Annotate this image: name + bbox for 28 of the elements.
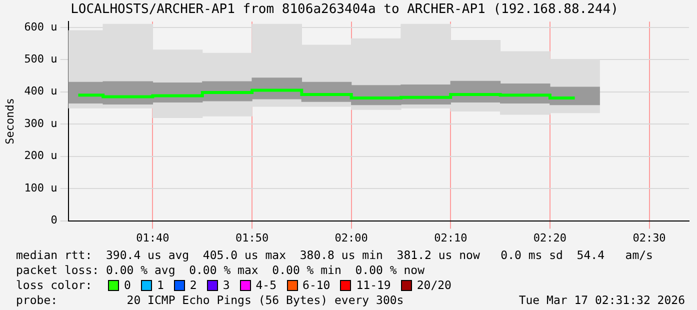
text: 1 <box>156 278 164 293</box>
y-tick-label: 400 u <box>24 84 58 98</box>
x-tick-label: 01:50 <box>235 231 269 244</box>
y-tick-label: 0 <box>50 214 58 227</box>
text: loss color: <box>16 278 94 293</box>
y-tick-label: 500 u <box>24 52 58 66</box>
y-tick-label: 200 u <box>24 149 58 162</box>
text: probe: 20 ICMP Echo Pings (56 Bytes) every 300s <box>16 293 404 308</box>
x-tick-label: 02:20 <box>533 231 567 244</box>
text: 4-5 <box>256 278 277 293</box>
text: 20/20 <box>416 278 452 293</box>
text: 3 <box>222 278 230 293</box>
text: 11-19 <box>356 278 391 293</box>
text: 0 <box>124 278 131 293</box>
x-tick-label: 02:00 <box>334 231 368 244</box>
x-tick-label: 02:30 <box>632 231 666 244</box>
text: 6-10 <box>302 278 330 293</box>
x-tick-label: 02:10 <box>434 231 468 244</box>
y-tick-label: 100 u <box>24 181 58 194</box>
y-axis-title: Seconds <box>3 98 16 144</box>
y-tick-label: 600 u <box>24 20 58 34</box>
text: median rtt: 390.4 us avg 405.0 us max 380.8 us min 381.2 us now 0.0 ms sd 54.4 am/s <box>16 248 654 263</box>
text: Tue Mar 17 02:31:32 2026 <box>518 293 685 308</box>
x-tick-label: 01:40 <box>136 231 170 244</box>
text: 2 <box>190 278 197 293</box>
text: packet loss: 0.00 % avg 0.00 % max 0.00 % min 0.00 % now <box>16 263 426 278</box>
chart-title: LOCALHOSTS/ARCHER-AP1 from 8106a263404a to ARCHER-AP1 (192.168.88.244) <box>70 2 618 18</box>
y-tick-label: 300 u <box>24 116 58 130</box>
